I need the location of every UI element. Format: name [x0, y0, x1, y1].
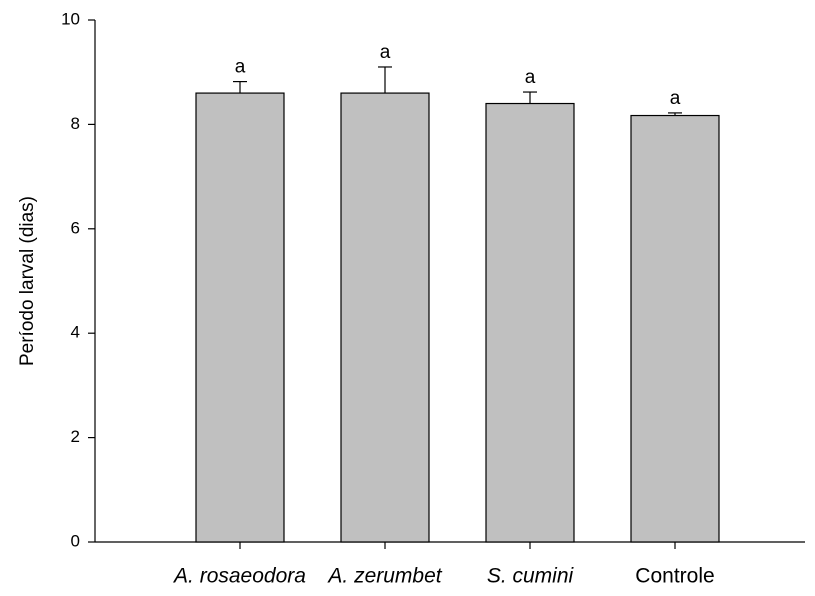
- y-axis-label: Período larval (dias): [17, 196, 38, 366]
- x-tick-label: S. cumini: [487, 565, 575, 588]
- annotation: a: [670, 88, 681, 109]
- x-tick-label: A. zerumbet: [326, 565, 442, 588]
- bar: [195, 92, 285, 543]
- y-tick-label: 0: [71, 531, 80, 550]
- y-tick-label: 10: [61, 9, 80, 28]
- bar: [485, 102, 575, 543]
- y-tick-label: 2: [71, 427, 80, 446]
- x-tick-label: Controle: [635, 565, 714, 588]
- y-tick-label: 8: [71, 114, 80, 133]
- y-tick-label: 6: [71, 218, 80, 237]
- annotation: a: [525, 67, 536, 88]
- y-tick-label: 4: [71, 323, 80, 342]
- annotation: a: [235, 57, 246, 78]
- x-tick-label: A. rosaeodora: [172, 565, 306, 588]
- annotation: a: [380, 42, 391, 63]
- bar: [630, 114, 720, 543]
- bar: [340, 92, 430, 543]
